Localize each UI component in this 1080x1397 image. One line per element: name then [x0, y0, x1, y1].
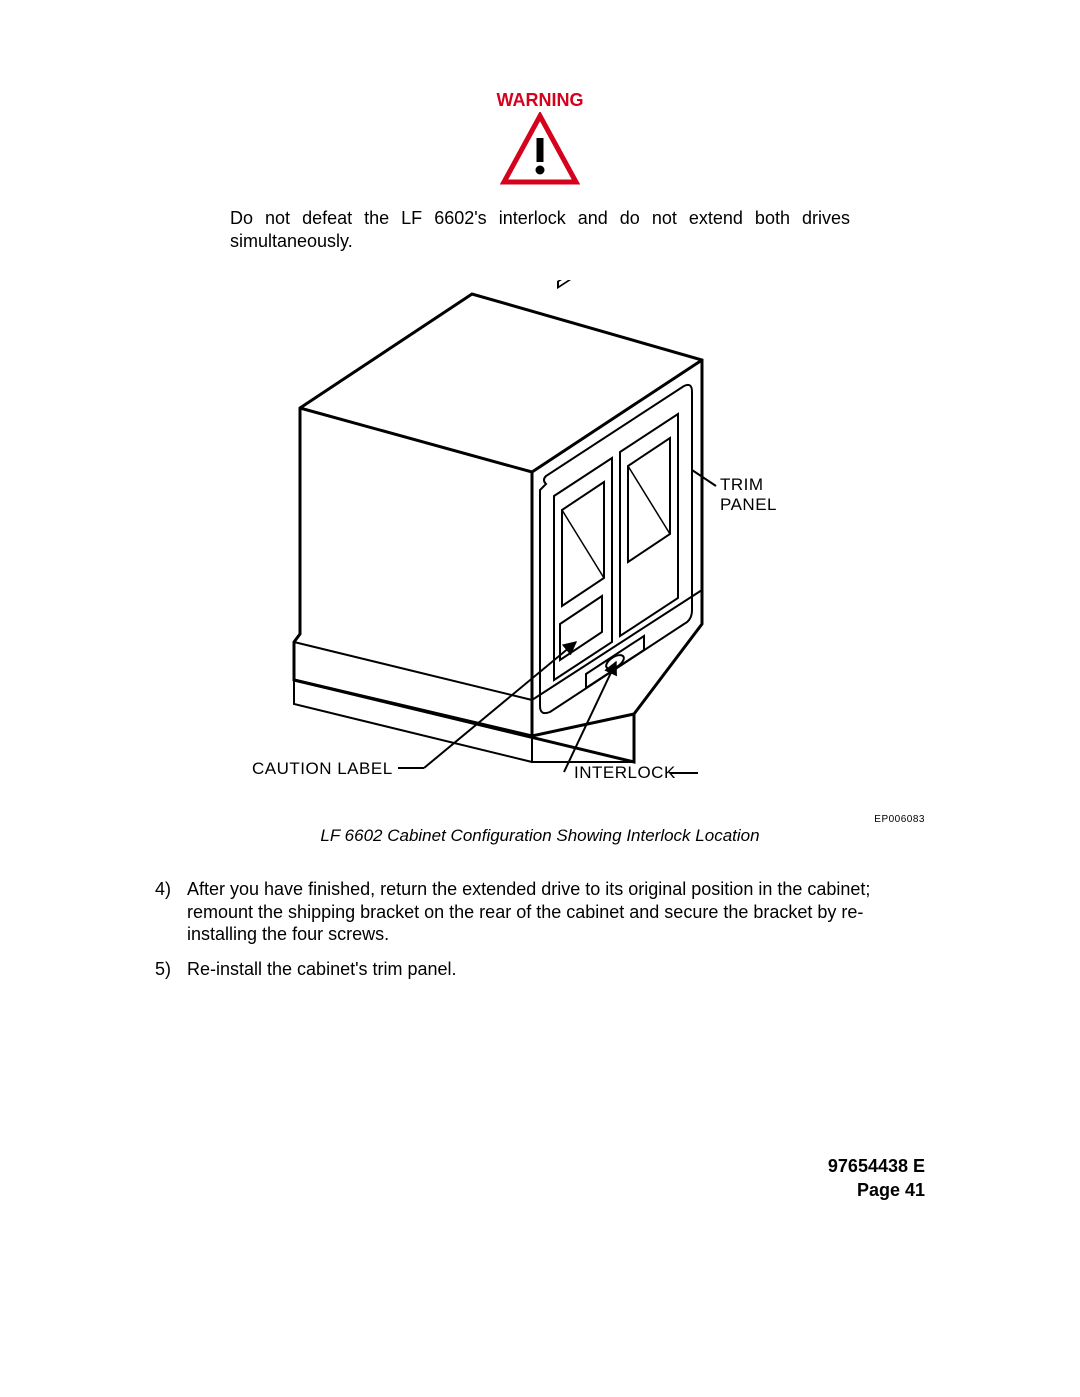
label-interlock: INTERLOCK — [574, 763, 676, 782]
label-trim-panel: TRIM PANEL — [720, 475, 777, 514]
page: WARNING Do not defeat the LF 6602's inte… — [0, 0, 1080, 1397]
warning-heading: WARNING — [0, 90, 1080, 111]
step-5-number: 5) — [155, 958, 187, 981]
figure-caption: LF 6602 Cabinet Configuration Showing In… — [0, 826, 1080, 846]
warning-body-text: Do not defeat the LF 6602's interlock an… — [230, 207, 850, 252]
footer-page-number: Page 41 — [828, 1179, 925, 1202]
page-footer: 97654438 E Page 41 — [828, 1155, 925, 1202]
step-5: 5)Re-install the cabinet's trim panel. — [155, 958, 925, 981]
footer-doc-number: 97654438 E — [828, 1155, 925, 1178]
step-4-number: 4) — [155, 878, 187, 901]
label-caution: CAUTION LABEL — [252, 759, 393, 778]
cabinet-diagram: TRIM PANEL CAUTION LABEL INTERLOCK — [240, 280, 830, 800]
step-4-text: After you have finished, return the exte… — [187, 878, 917, 946]
warning-triangle-icon — [500, 112, 580, 191]
figure-reference-code: EP006083 — [874, 814, 925, 825]
step-5-text: Re-install the cabinet's trim panel. — [187, 958, 917, 981]
step-4: 4)After you have finished, return the ex… — [155, 878, 925, 946]
